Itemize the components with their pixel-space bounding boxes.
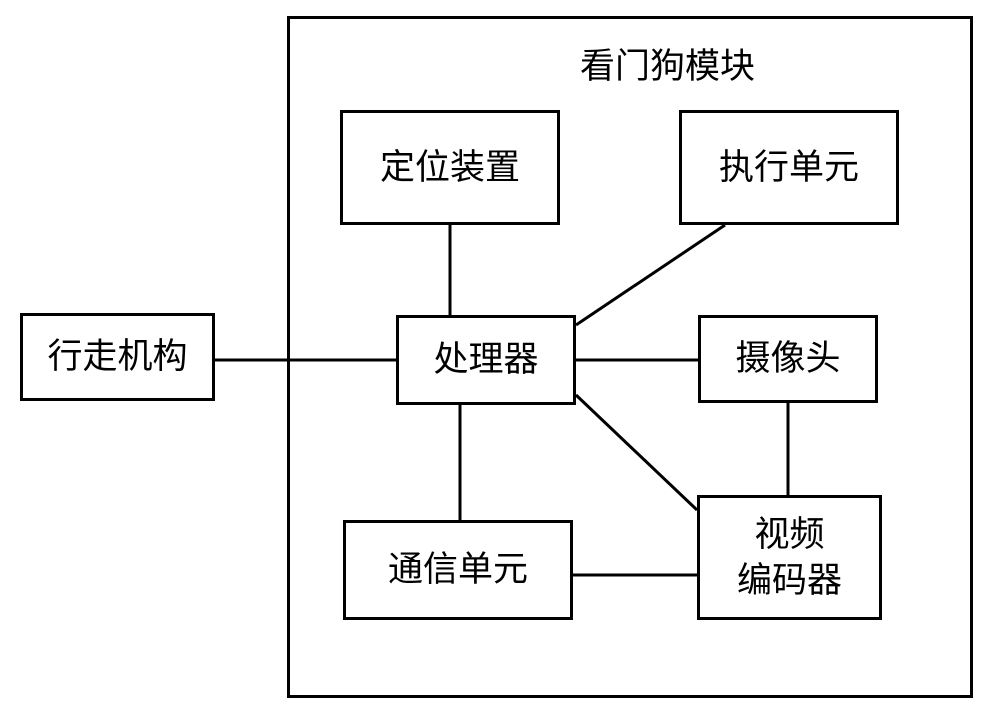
node-positioning-label: 定位装置 [380, 145, 520, 191]
container-title-text: 看门狗模块 [580, 47, 755, 86]
node-walking: 行走机构 [20, 313, 215, 401]
node-comm: 通信单元 [343, 520, 573, 620]
node-camera: 摄像头 [698, 315, 878, 403]
node-execution-label: 执行单元 [719, 145, 859, 191]
node-comm-label: 通信单元 [388, 547, 528, 593]
node-camera-label: 摄像头 [735, 336, 840, 382]
container-title: 看门狗模块 [580, 38, 755, 89]
node-encoder-label: 视频 编码器 [737, 512, 842, 603]
node-encoder: 视频 编码器 [697, 495, 882, 620]
node-positioning: 定位装置 [340, 110, 560, 225]
node-processor: 处理器 [396, 315, 576, 405]
node-processor-label: 处理器 [433, 337, 538, 383]
node-execution: 执行单元 [679, 110, 899, 225]
node-walking-label: 行走机构 [47, 334, 187, 380]
diagram-canvas: 看门狗模块 行走机构 定位装置 执行单元 处理器 摄像头 通信单元 视频 编码器 [0, 0, 1000, 719]
